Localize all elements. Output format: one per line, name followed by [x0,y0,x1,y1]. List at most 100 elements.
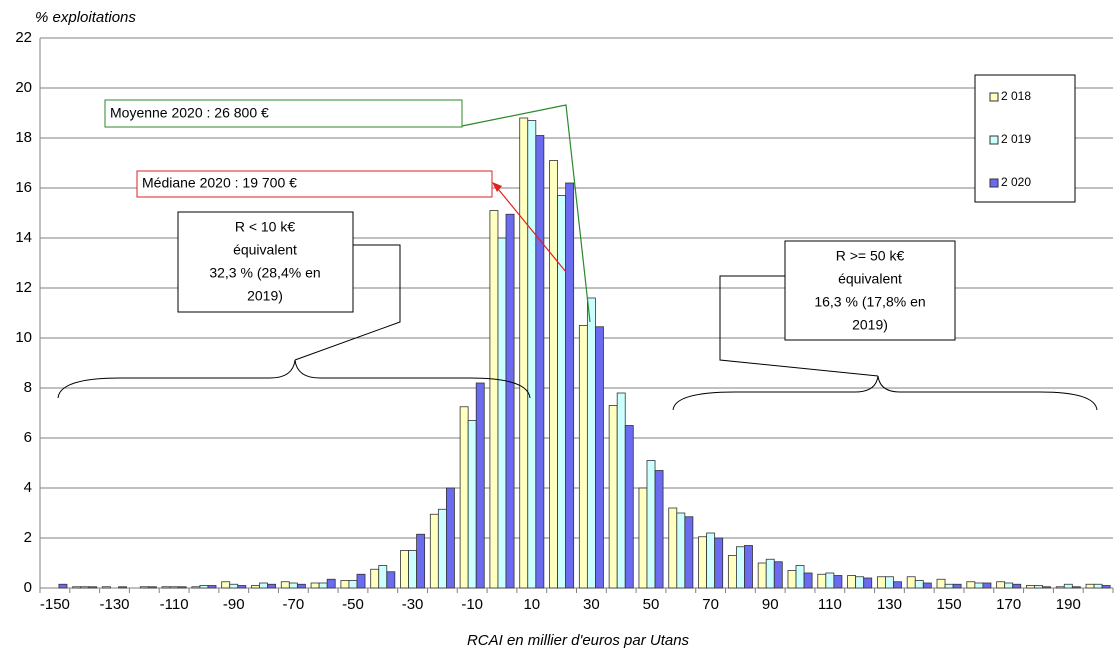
bar [914,580,924,589]
bar [1063,583,1073,589]
bar [676,512,686,589]
bar [757,562,767,589]
bar [489,210,499,589]
legend-swatch [989,135,999,145]
bar [1093,583,1103,589]
y-tick-label: 14 [15,229,32,246]
x-tick-label: 170 [996,596,1021,613]
y-tick-label: 20 [15,79,32,96]
bar [787,570,797,589]
bar [288,582,298,589]
y-tick-label: 8 [24,379,32,396]
bar [169,586,179,589]
x-tick-label: -130 [99,596,129,613]
bar [199,585,209,589]
x-tick-label: 90 [762,596,779,613]
bar [72,586,82,589]
mean-annotation: Moyenne 2020 : 26 800 € [110,105,269,121]
bar [654,470,664,589]
median-arrow [492,182,502,192]
left-annotation: 2019) [247,288,283,304]
bar [340,580,350,589]
x-tick-label: -30 [402,596,424,613]
bar [459,406,469,589]
bar [944,583,954,589]
x-tick-label: 50 [643,596,660,613]
x-tick-label: -90 [223,596,245,613]
x-tick-label: -110 [160,596,189,613]
x-tick-label: -70 [283,596,305,613]
bar [416,533,426,589]
bar [280,581,290,589]
right-annotation: 16,3 % (17,8% en [814,294,925,310]
x-tick-label: 190 [1056,596,1081,613]
y-tick-label: 2 [24,529,32,546]
bar [952,583,962,589]
y-tick-label: 10 [15,329,32,346]
legend-label: 2 020 [1001,175,1031,189]
bar [714,537,724,589]
bar [744,545,753,589]
bar [429,513,439,589]
x-tick-label: -50 [342,596,364,613]
bar [817,573,827,589]
bar [535,135,545,589]
bar [684,516,694,589]
bar [698,536,708,589]
bar [370,568,380,589]
legend-label: 2 019 [1001,132,1031,146]
bar [885,576,894,589]
y-tick-label: 0 [24,579,32,596]
bar [833,575,843,589]
bar [519,117,529,589]
bars [58,117,1111,589]
bar [229,583,239,589]
bar [624,425,634,589]
y-tick-label: 18 [15,129,32,146]
bar [863,577,873,589]
bar [855,576,865,589]
bar [549,160,558,589]
bar [161,586,171,589]
bar [966,581,976,589]
y-tick-label: 22 [15,29,32,46]
bar [147,586,157,589]
bar [467,420,477,589]
right-annotation: R >= 50 k€ [836,248,905,264]
bar [765,558,775,589]
bar [922,582,932,589]
bar [974,582,984,589]
bar [1071,586,1081,589]
legend-swatch [989,92,999,102]
left-box [177,211,354,313]
bar [378,565,388,589]
bar [668,507,678,589]
bar [437,508,447,589]
bar [348,580,358,589]
bar [177,586,187,589]
bar [296,583,306,589]
y-tick-label: 16 [15,179,32,196]
bar [803,572,813,589]
bar [400,550,409,589]
bar [191,586,201,589]
bar [616,392,626,589]
bar [876,576,886,589]
legend-label: 2 018 [1001,89,1031,103]
bar [736,546,745,589]
bar [982,582,992,589]
bar [936,578,946,589]
bar [102,586,111,589]
median-connector [493,183,567,273]
bar [595,326,604,589]
right-annotation: équivalent [838,271,902,287]
x-tick-label: 30 [583,596,600,613]
bar [1004,582,1014,589]
legend-swatch [989,178,999,188]
bar [1085,583,1095,589]
bar [356,573,366,589]
bar [1012,583,1022,589]
bar [893,581,902,589]
bar [310,582,320,589]
x-tick-label: 110 [818,596,842,613]
